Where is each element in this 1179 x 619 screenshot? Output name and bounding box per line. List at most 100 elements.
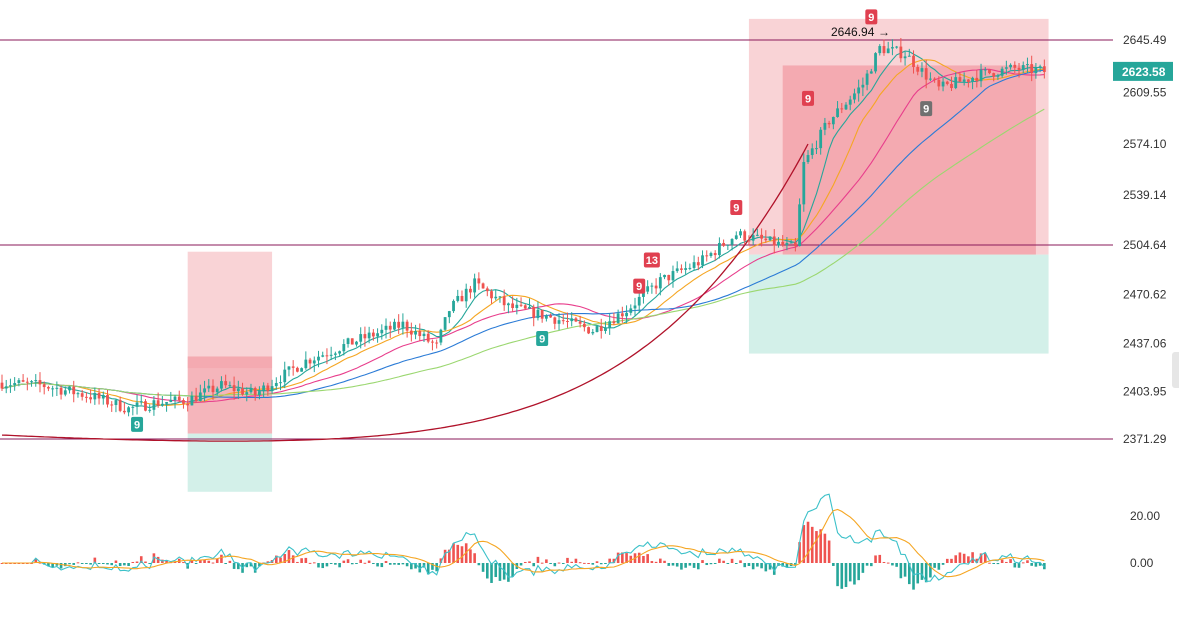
candle-body-206 xyxy=(869,71,873,74)
macd-bar-127 xyxy=(536,556,540,563)
macd-bar-185 xyxy=(781,563,784,567)
macd-bar-66 xyxy=(279,557,282,563)
candle-body-95 xyxy=(401,321,405,328)
macd-bar-29 xyxy=(123,563,126,566)
candle-body-45 xyxy=(190,395,194,406)
count-marker-0 xyxy=(131,416,144,432)
candle-body-29 xyxy=(122,410,126,413)
candle-body-160 xyxy=(675,268,679,272)
candle-body-118 xyxy=(498,296,502,298)
candle-body-68 xyxy=(287,366,291,370)
candle-body-162 xyxy=(684,268,688,270)
macd-bar-71 xyxy=(300,558,303,563)
candle-body-165 xyxy=(696,262,700,266)
candle-body-246 xyxy=(1038,66,1042,68)
candle-body-117 xyxy=(494,296,498,299)
candle-body-243 xyxy=(1026,64,1029,66)
candle-body-7 xyxy=(30,381,33,383)
macd-bar-72 xyxy=(304,557,308,563)
macd-bar-108 xyxy=(456,544,460,563)
macd-bar-21 xyxy=(89,563,92,565)
macd-bar-123 xyxy=(519,563,523,566)
candle-body-166 xyxy=(701,255,704,266)
macd-bar-200 xyxy=(844,563,848,588)
macd-bar-235 xyxy=(992,563,995,564)
macd-bar-112 xyxy=(473,553,476,563)
macd-bar-203 xyxy=(857,563,860,581)
macd-bar-241 xyxy=(1017,563,1021,568)
candle-body-105 xyxy=(443,317,447,330)
candle-body-167 xyxy=(705,255,709,257)
macd-bar-136 xyxy=(574,558,578,563)
macd-bar-180 xyxy=(760,563,763,569)
candle-body-0 xyxy=(0,382,4,389)
candle-body-191 xyxy=(806,155,810,162)
price-tick-4: 2504.64 xyxy=(1123,238,1167,252)
candle-body-62 xyxy=(262,385,266,392)
candle-body-100 xyxy=(422,333,426,337)
candle-body-141 xyxy=(595,326,599,332)
macd-bar-157 xyxy=(663,560,666,563)
candle-body-201 xyxy=(848,99,852,105)
candle-body-233 xyxy=(983,69,987,71)
count-marker-label-1: 9 xyxy=(539,334,545,346)
candle-body-89 xyxy=(376,333,379,337)
candle-body-36 xyxy=(152,400,156,410)
macd-bar-128 xyxy=(540,562,544,564)
macd-bar-227 xyxy=(958,552,962,563)
macd-bar-114 xyxy=(481,563,485,572)
candle-body-226 xyxy=(954,77,958,89)
macd-bar-247 xyxy=(1043,563,1046,570)
candle-body-130 xyxy=(549,315,552,318)
indicator-tick-0: 20.00 xyxy=(1130,509,1160,523)
count-marker-5 xyxy=(802,90,815,106)
price-tick-3: 2539.14 xyxy=(1123,188,1167,202)
macd-bar-104 xyxy=(439,558,443,563)
macd-bar-129 xyxy=(545,559,548,563)
macd-bar-113 xyxy=(477,563,481,566)
arrow-right-icon: → xyxy=(878,25,890,39)
candle-body-223 xyxy=(941,81,945,87)
candle-body-25 xyxy=(106,395,109,405)
macd-bar-199 xyxy=(840,563,844,589)
macd-bar-139 xyxy=(587,562,590,564)
candle-body-43 xyxy=(182,400,185,404)
macd-bar-165 xyxy=(697,563,700,570)
candle-body-161 xyxy=(680,268,683,270)
macd-bar-24 xyxy=(101,563,105,564)
macd-bar-45 xyxy=(190,560,194,563)
candle-body-229 xyxy=(966,79,970,82)
candle-body-129 xyxy=(544,315,548,319)
candle-body-92 xyxy=(388,325,392,330)
candle-body-69 xyxy=(291,366,295,368)
candle-body-83 xyxy=(350,338,354,345)
indicator-tick-1: 0.00 xyxy=(1130,556,1154,570)
candle-body-158 xyxy=(667,274,671,281)
level-lines xyxy=(0,39,1113,440)
panel-resize-handle[interactable] xyxy=(1172,352,1179,388)
macd-bar-144 xyxy=(608,558,611,563)
candle-body-197 xyxy=(831,116,835,125)
macd-bar-22 xyxy=(93,557,97,563)
count-marker-label-4: 9 xyxy=(733,203,739,215)
macd-bar-236 xyxy=(996,563,1000,565)
macd-bar-229 xyxy=(967,556,970,563)
candle-body-135 xyxy=(570,318,574,322)
candle-body-11 xyxy=(47,387,50,389)
candle-body-179 xyxy=(755,234,759,236)
candles-layer xyxy=(0,38,1046,417)
count-marker-7 xyxy=(920,101,933,117)
macd-bar-20 xyxy=(85,563,88,564)
candle-body-178 xyxy=(751,235,755,241)
macd-bar-204 xyxy=(861,563,865,573)
macd-bar-82 xyxy=(346,559,350,563)
candle-body-48 xyxy=(203,388,206,393)
candle-body-32 xyxy=(135,402,139,407)
macd-bar-246 xyxy=(1038,563,1042,566)
candle-body-148 xyxy=(625,312,628,317)
candle-body-26 xyxy=(110,404,114,406)
candle-body-15 xyxy=(63,390,67,395)
count-marker-label-2: 9 xyxy=(636,281,642,293)
macd-bar-172 xyxy=(726,563,730,564)
